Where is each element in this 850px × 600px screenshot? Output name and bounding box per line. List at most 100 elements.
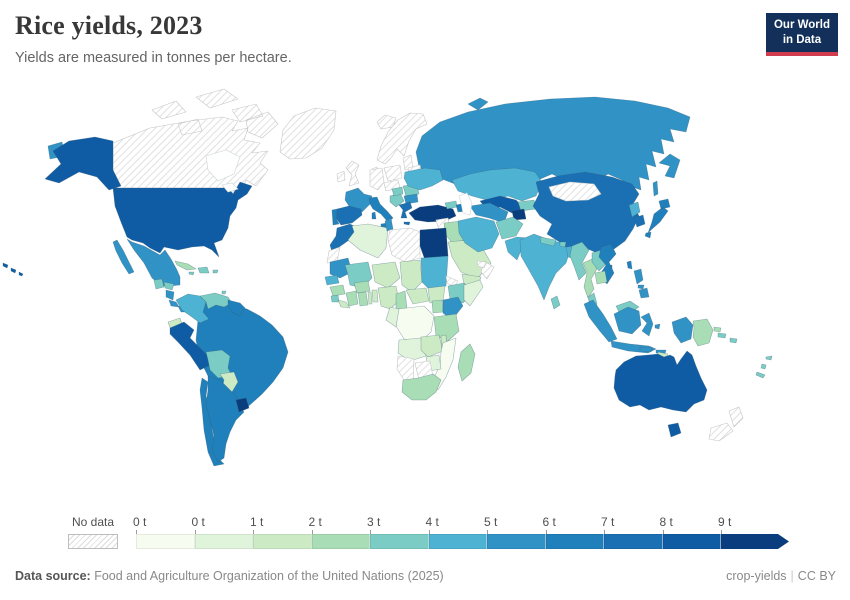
- country-united-kingdom[interactable]: [345, 160, 360, 187]
- country-myanmar[interactable]: [569, 241, 590, 281]
- country-mongolia[interactable]: [548, 181, 602, 202]
- country-guinea[interactable]: [329, 284, 346, 297]
- country-honduras[interactable]: [163, 281, 175, 291]
- country-japan[interactable]: [644, 198, 671, 239]
- legend-bin[interactable]: [428, 534, 487, 549]
- country-iran[interactable]: [457, 216, 500, 253]
- legend-bin[interactable]: [662, 534, 721, 549]
- country-nigeria[interactable]: [377, 285, 400, 310]
- footer-license[interactable]: CC BY: [797, 569, 836, 583]
- country-sudan[interactable]: [420, 255, 449, 289]
- country-liberia[interactable]: [337, 299, 351, 309]
- country-south-korea[interactable]: [633, 214, 646, 228]
- country-bhutan[interactable]: [559, 241, 567, 248]
- country-jamaica[interactable]: [188, 271, 195, 276]
- country-germany[interactable]: [369, 167, 385, 191]
- country-papua-new-guinea[interactable]: [692, 318, 722, 347]
- country-namibia[interactable]: [396, 355, 415, 383]
- country-venezuela[interactable]: [199, 292, 233, 310]
- country-new-zealand[interactable]: [708, 406, 744, 442]
- owid-logo[interactable]: Our World in Data: [765, 13, 838, 56]
- country-kazakhstan[interactable]: [451, 167, 543, 202]
- country-afghanistan[interactable]: [495, 216, 524, 240]
- country-united-states[interactable]: [2, 136, 253, 277]
- country-congo-gabon[interactable]: [385, 306, 400, 328]
- country-portugal[interactable]: [331, 208, 340, 226]
- country-morocco[interactable]: [329, 223, 359, 253]
- country-egypt[interactable]: [419, 227, 449, 261]
- country-puerto-rico[interactable]: [212, 269, 219, 274]
- country-tanzania[interactable]: [433, 313, 460, 342]
- country-iceland[interactable]: [376, 114, 397, 130]
- legend-bin[interactable]: [545, 534, 604, 549]
- legend-bin[interactable]: [370, 534, 429, 549]
- country-zambia[interactable]: [420, 334, 444, 358]
- country-togo[interactable]: [367, 291, 373, 305]
- country-uae[interactable]: [476, 260, 487, 269]
- legend-bin[interactable]: [721, 534, 789, 549]
- legend-bin[interactable]: [253, 534, 312, 549]
- country-pacific-islands[interactable]: [755, 355, 773, 379]
- country-guyanas[interactable]: [227, 299, 246, 317]
- country-mozambique[interactable]: [431, 337, 457, 391]
- country-burkina-faso[interactable]: [353, 280, 371, 294]
- country-georgia[interactable]: [444, 200, 458, 210]
- country-nicaragua[interactable]: [165, 289, 175, 301]
- legend-bin[interactable]: [487, 534, 546, 549]
- country-philippines[interactable]: [633, 268, 650, 299]
- country-ireland[interactable]: [336, 170, 346, 183]
- country-south-africa[interactable]: [401, 373, 442, 401]
- country-hispaniola[interactable]: [197, 266, 210, 274]
- country-benin[interactable]: [371, 289, 379, 303]
- country-algeria[interactable]: [347, 223, 389, 259]
- country-hungary[interactable]: [391, 186, 404, 197]
- country-angola[interactable]: [397, 337, 427, 362]
- country-central-african-republic[interactable]: [405, 287, 430, 305]
- legend-no-data-swatch[interactable]: [68, 534, 118, 549]
- country-mexico[interactable]: [112, 238, 181, 287]
- country-libya[interactable]: [387, 227, 421, 263]
- country-chile[interactable]: [199, 377, 225, 467]
- country-colombia[interactable]: [175, 293, 210, 324]
- country-cambodia[interactable]: [594, 270, 608, 285]
- country-somalia[interactable]: [463, 279, 484, 307]
- country-scandinavia[interactable]: [376, 112, 428, 165]
- country-chad[interactable]: [399, 259, 423, 293]
- country-north-korea[interactable]: [628, 201, 641, 218]
- country-sierra-leone[interactable]: [330, 294, 340, 303]
- country-canada[interactable]: [112, 88, 279, 195]
- country-madagascar[interactable]: [457, 343, 476, 382]
- country-kenya[interactable]: [442, 296, 464, 321]
- country-ivory-coast[interactable]: [345, 290, 359, 307]
- country-uruguay[interactable]: [235, 397, 250, 413]
- country-bulgaria[interactable]: [403, 193, 419, 205]
- country-ghana[interactable]: [357, 291, 369, 307]
- country-senegal[interactable]: [324, 274, 340, 286]
- country-turkey[interactable]: [408, 204, 457, 223]
- country-uganda[interactable]: [431, 299, 444, 314]
- country-guatemala[interactable]: [153, 278, 165, 290]
- country-mauritania[interactable]: [329, 257, 353, 279]
- country-trinidad[interactable]: [221, 290, 227, 295]
- country-poland[interactable]: [383, 164, 403, 182]
- country-tajikistan[interactable]: [511, 208, 527, 221]
- legend-bin[interactable]: [604, 534, 663, 549]
- legend-bin[interactable]: [311, 534, 370, 549]
- country-ukraine[interactable]: [403, 167, 444, 191]
- country-greece[interactable]: [398, 201, 413, 226]
- legend-bin[interactable]: [194, 534, 253, 549]
- country-taiwan[interactable]: [626, 260, 633, 270]
- country-australia[interactable]: [613, 350, 708, 438]
- country-sri-lanka[interactable]: [550, 295, 561, 310]
- footer-slug[interactable]: crop-yields: [726, 569, 787, 583]
- legend-bin[interactable]: [136, 534, 195, 549]
- country-indonesia[interactable]: [583, 299, 694, 355]
- country-spain[interactable]: [335, 205, 363, 226]
- country-nepal[interactable]: [539, 236, 557, 247]
- country-niger[interactable]: [371, 261, 401, 289]
- country-solomon-islands[interactable]: [717, 332, 738, 344]
- country-tunisia[interactable]: [384, 217, 394, 232]
- country-argentina[interactable]: [205, 375, 245, 463]
- country-greenland[interactable]: [279, 107, 337, 160]
- country-cuba[interactable]: [174, 260, 197, 271]
